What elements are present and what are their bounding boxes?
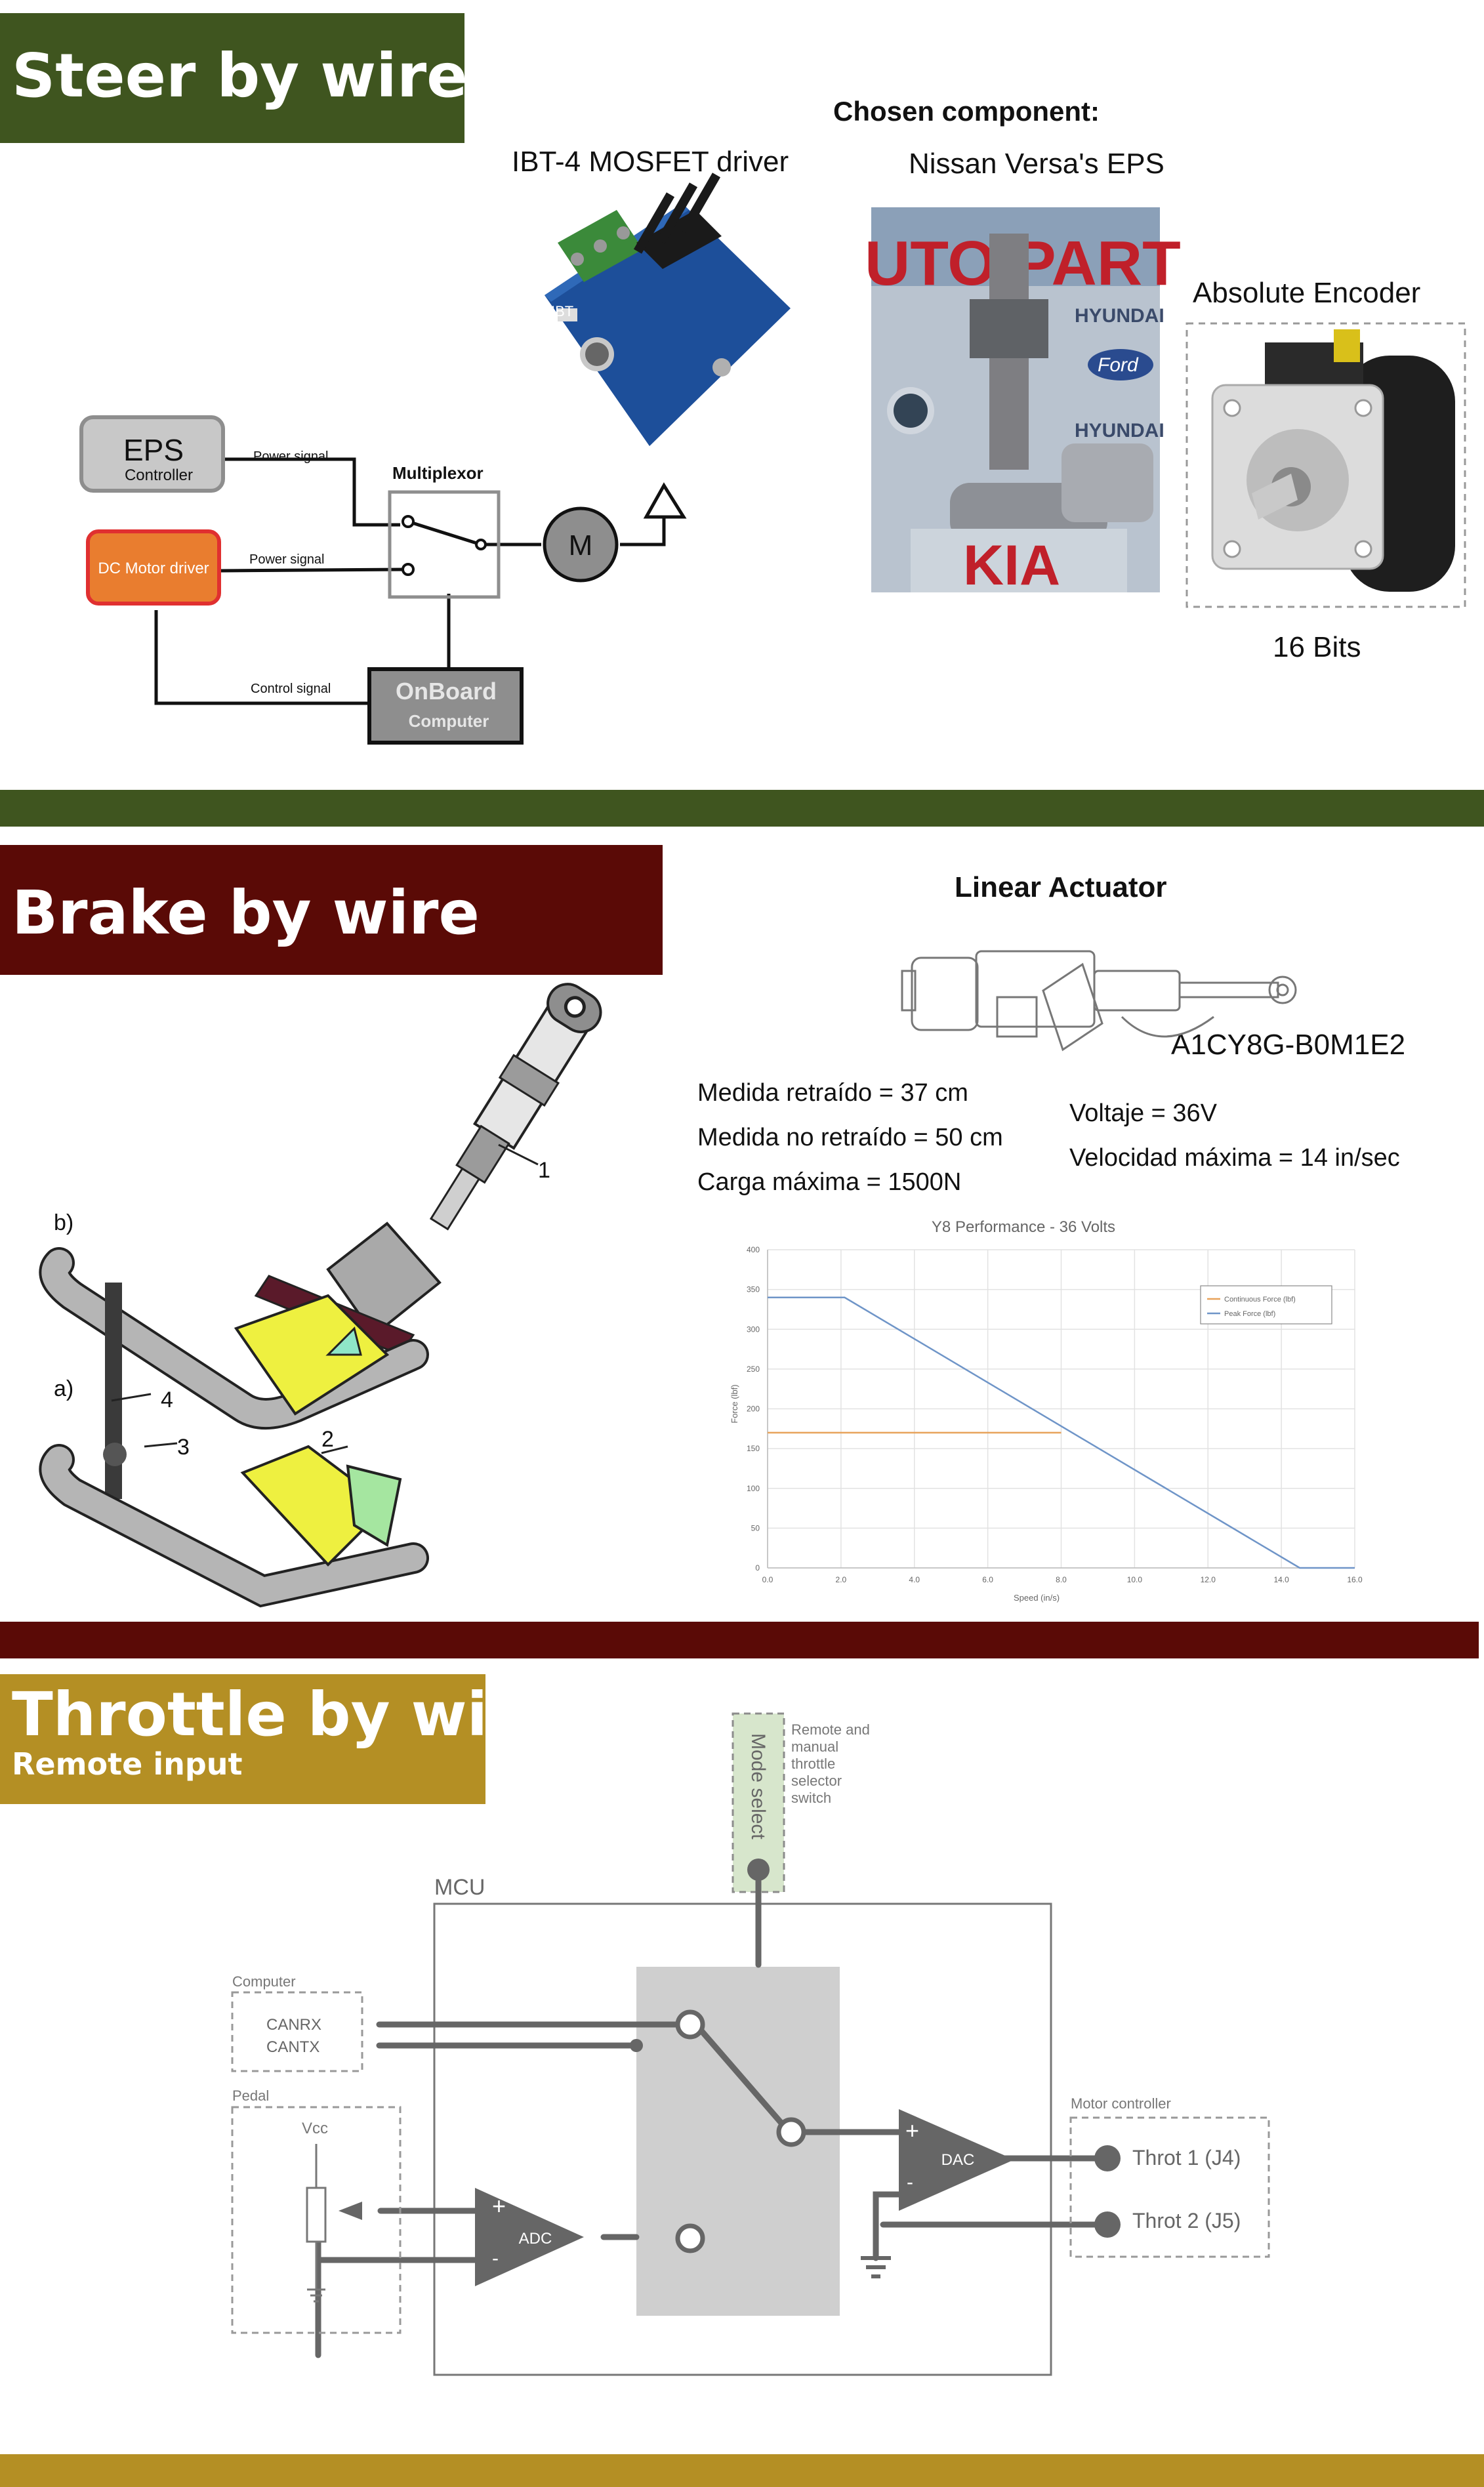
chart-y-tick-label: 0 xyxy=(755,1563,760,1572)
absolute-encoder-image xyxy=(1185,322,1466,608)
mcu-label: MCU xyxy=(434,1875,485,1900)
mosfet-driver-image: IBT xyxy=(545,173,791,446)
adc-plus: + xyxy=(492,2192,506,2219)
chart-x-tick-label: 0.0 xyxy=(762,1575,773,1584)
eps-photo: UTO PART HYUNDAI Ford HYUNDAI KIA xyxy=(865,207,1181,597)
steer-divider-bar xyxy=(0,790,1484,827)
linear-actuator-title: Linear Actuator xyxy=(955,871,1167,903)
chart-y-label: Force (lbf) xyxy=(730,1384,739,1423)
spec-extended: Medida no retraído = 50 cm xyxy=(697,1124,1003,1151)
chart-legend-label-2: Peak Force (lbf) xyxy=(1224,1310,1275,1318)
throt1-label: Throt 1 (J4) xyxy=(1132,2146,1241,2169)
spec-retracted: Medida retraído = 37 cm xyxy=(697,1079,968,1107)
chart-x-tick-label: 12.0 xyxy=(1201,1575,1216,1584)
pedal-label-4: 4 xyxy=(161,1387,173,1412)
adc-label: ADC xyxy=(519,2230,552,2248)
pedal-label-1: 1 xyxy=(538,1158,550,1183)
motor-controller-label: Motor controller xyxy=(1071,2095,1171,2112)
pedal-label: Pedal xyxy=(232,2087,269,2104)
brake-title: Brake by wire xyxy=(12,878,480,948)
throttle-divider-bar xyxy=(0,2454,1484,2487)
chart-y-tick-label: 250 xyxy=(747,1365,760,1374)
chart-y-tick-label: 50 xyxy=(751,1523,760,1532)
control-signal-label: Control signal xyxy=(251,682,331,696)
pedal-label-b: b) xyxy=(54,1210,73,1235)
brake-pedal-diagram: 1 2 3 4 b) a) xyxy=(39,983,602,1608)
chart-x-label: Speed (in/s) xyxy=(1014,1593,1060,1603)
chart-y-tick-label: 200 xyxy=(747,1405,760,1414)
actuator-part-number: A1CY8G-B0M1E2 xyxy=(1171,1029,1406,1061)
chart-x-tick-label: 10.0 xyxy=(1127,1575,1143,1584)
dac-minus: - xyxy=(907,2171,913,2193)
brake-divider-bar xyxy=(0,1622,1479,1658)
chart-y-tick-label: 350 xyxy=(747,1285,760,1294)
spec-voltage: Voltaje = 36V xyxy=(1069,1100,1218,1127)
spec-max-speed: Velocidad máxima = 14 in/sec xyxy=(1069,1144,1400,1172)
performance-chart: Y8 Performance - 36 Volts 0.0 2.0 4.0 6.0 8.… xyxy=(722,1214,1371,1607)
mode-select-label: Mode select xyxy=(747,1733,769,1840)
brake-banner: Brake by wire xyxy=(0,845,663,975)
chart-legend-label-1: Continuous Force (lbf) xyxy=(1224,1296,1296,1304)
mosfet-driver-label: IBT-4 MOSFET driver xyxy=(512,146,789,178)
eps-photo-text-5: KIA xyxy=(963,534,1060,597)
throttle-subtitle: Remote input xyxy=(12,1746,243,1782)
eps-box-sublabel: Controller xyxy=(125,466,193,484)
motor-label: M xyxy=(569,529,593,562)
canrx-label: CANRX xyxy=(266,2016,321,2034)
throttle-block-diagram: Mode select Remote and manual throttle s… xyxy=(231,1712,1270,2376)
throt2-label: Throt 2 (J5) xyxy=(1132,2209,1241,2232)
mode-note-2: manual xyxy=(791,1738,838,1755)
chosen-component-label: Chosen component: xyxy=(833,96,1100,127)
mode-note-4: selector xyxy=(791,1773,842,1789)
steer-banner: Steer by wire xyxy=(0,13,468,143)
chart-title: Y8 Performance - 36 Volts xyxy=(932,1218,1115,1236)
computer-label: Computer xyxy=(232,1973,296,1990)
eps-photo-text-2: HYUNDAI xyxy=(1075,305,1165,327)
mode-note-3: throttle xyxy=(791,1756,835,1772)
adc-minus: - xyxy=(492,2248,499,2269)
dac-plus: + xyxy=(905,2117,919,2144)
chart-y-tick-label: 400 xyxy=(747,1245,760,1254)
chart-y-tick-label: 100 xyxy=(747,1484,760,1493)
steer-title: Steer by wire xyxy=(12,41,468,111)
chart-x-tick-label: 8.0 xyxy=(1056,1575,1067,1584)
encoder-bits-label: 16 Bits xyxy=(1273,631,1361,663)
cantx-label: CANTX xyxy=(266,2038,319,2056)
mode-note-1: Remote and xyxy=(791,1721,870,1738)
mode-note-5: switch xyxy=(791,1790,831,1806)
chart-x-tick-label: 16.0 xyxy=(1347,1575,1363,1584)
throttle-title: Throttle by wire xyxy=(12,1679,558,1750)
chart-x-tick-label: 4.0 xyxy=(909,1575,920,1584)
chart-x-tick-label: 14.0 xyxy=(1273,1575,1289,1584)
eps-photo-text-4: HYUNDAI xyxy=(1075,420,1165,442)
eps-box-label: EPS xyxy=(123,433,184,467)
eps-label: Nissan Versa's EPS xyxy=(909,148,1165,180)
vcc-label: Vcc xyxy=(302,2120,328,2137)
chart-y-tick-label: 300 xyxy=(747,1325,760,1334)
mosfet-board-text: IBT xyxy=(551,303,573,319)
multiplexor-label: Multiplexor xyxy=(392,463,484,483)
pedal-label-3: 3 xyxy=(177,1435,190,1460)
linear-actuator-image xyxy=(901,950,1297,1052)
chart-y-tick-label: 150 xyxy=(747,1444,760,1453)
chart-x-tick-label: 6.0 xyxy=(982,1575,993,1584)
steer-block-diagram: EPS Controller DC Motor driver Power sig… xyxy=(79,415,687,745)
eps-photo-text-3: Ford xyxy=(1098,354,1139,376)
dac-label: DAC xyxy=(941,2151,975,2169)
onboard-computer-label: OnBoard xyxy=(396,678,497,705)
spec-max-load: Carga máxima = 1500N xyxy=(697,1168,962,1196)
onboard-computer-sublabel: Computer xyxy=(409,711,489,731)
power-signal-label-2: Power signal xyxy=(249,552,325,567)
chart-x-tick-label: 2.0 xyxy=(836,1575,847,1584)
pedal-label-2: 2 xyxy=(321,1427,334,1452)
throttle-banner: Throttle by wire Remote input xyxy=(0,1674,558,1804)
pedal-label-a: a) xyxy=(54,1376,73,1401)
dc-motor-driver-box: DC Motor driver xyxy=(98,560,209,577)
chart-series-line-2 xyxy=(768,1296,1355,1569)
chart-legend-box xyxy=(1200,1285,1332,1325)
power-signal-label-1: Power signal xyxy=(253,449,329,464)
absolute-encoder-label: Absolute Encoder xyxy=(1193,277,1421,309)
